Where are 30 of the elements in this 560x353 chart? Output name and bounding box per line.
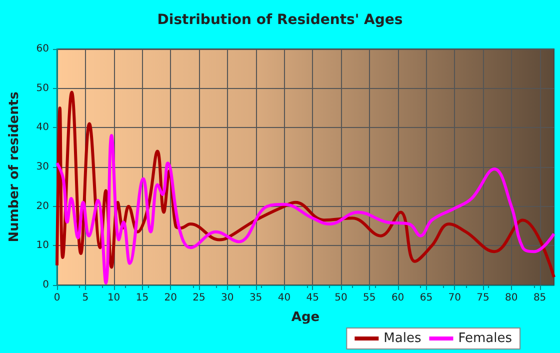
x-tick-label: 65 [420,292,433,304]
x-tick-label: 0 [54,292,60,304]
x-tick-label: 80 [505,292,518,304]
x-tick-label: 70 [448,292,461,304]
x-tick-label: 85 [533,292,546,304]
y-tick-label: 50 [36,82,49,94]
x-tick-label: 55 [363,292,376,304]
y-tick-label: 0 [42,280,49,290]
y-axis-title: Number of residents [7,91,22,242]
y-tick-label: 30 [36,162,49,172]
y-tick-label: 40 [36,122,49,134]
y-tick-label: 10 [36,240,49,252]
x-axis-title: Age [291,310,320,325]
x-tick-label: 5 [82,292,89,304]
x-tick-label: 25 [192,292,206,304]
y-tick-label: 60 [36,44,49,54]
x-tick-label: 40 [278,292,291,304]
x-tick-label: 50 [334,292,348,304]
y-tick-label: 20 [36,200,49,212]
legend-label: Males [384,331,422,346]
x-tick-label: 60 [391,292,404,304]
x-tick-label: 75 [476,292,490,304]
legend-label: Females [458,331,512,346]
x-tick-label: 15 [136,292,149,304]
x-tick-label: 20 [164,292,177,304]
x-tick-label: 10 [107,292,120,304]
x-tick-label: 35 [249,292,262,304]
chart-title: Distribution of Residents' Ages [157,12,403,28]
x-tick-label: 30 [221,292,234,304]
x-tick-label: 45 [306,292,319,304]
